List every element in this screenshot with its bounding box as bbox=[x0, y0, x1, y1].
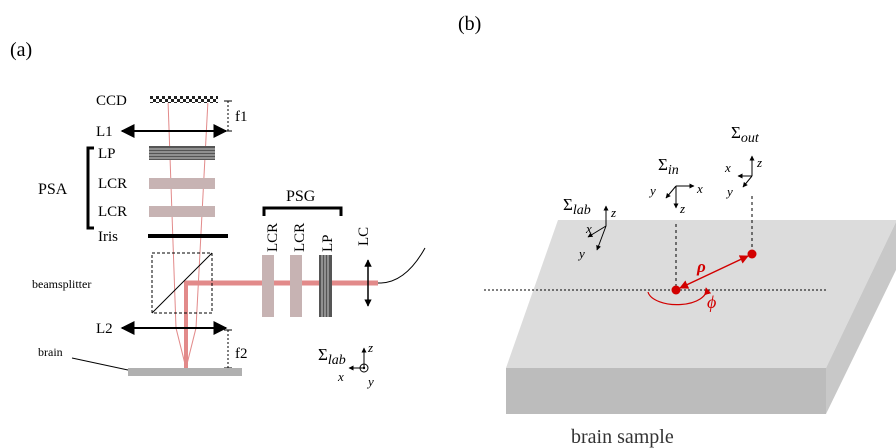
l2-label: L2 bbox=[96, 321, 113, 337]
psg-lp-label: LP bbox=[320, 234, 336, 252]
lp-label: LP bbox=[98, 146, 116, 162]
in-axis-x: x bbox=[696, 181, 703, 196]
sigma-lab-b: Σlab bbox=[563, 195, 591, 218]
out-axis-x: x bbox=[724, 160, 731, 175]
lcr-psg-1 bbox=[262, 255, 274, 317]
psg-label: PSG bbox=[286, 188, 316, 205]
lcr2-label: LCR bbox=[98, 204, 127, 220]
in-axis-z: z bbox=[679, 201, 685, 216]
out-axes bbox=[737, 155, 755, 188]
lcr-psg-2 bbox=[290, 255, 302, 317]
rho-arrow bbox=[679, 255, 749, 289]
in-axis-y: y bbox=[648, 183, 656, 198]
rho-label: ρ bbox=[696, 257, 706, 276]
sigma-lab-a: Σlab bbox=[318, 345, 346, 368]
brain-slab bbox=[128, 368, 242, 376]
lc-label: LC bbox=[356, 227, 372, 246]
linear-polarizer-psa bbox=[149, 146, 215, 160]
sigma-in: Σin bbox=[658, 155, 679, 178]
optical-fiber bbox=[377, 247, 426, 284]
input-point bbox=[671, 285, 681, 295]
panel-b: (b) ρ ϕ Σout z x y Σin bbox=[458, 13, 896, 448]
sample-front-face bbox=[506, 368, 826, 414]
lab-axes-a bbox=[348, 347, 369, 373]
linear-polarizer-psg bbox=[319, 255, 332, 317]
sample-side-face bbox=[826, 222, 896, 414]
f1-label: f1 bbox=[235, 109, 248, 125]
f2-label: f2 bbox=[235, 346, 248, 362]
ccd-sensor bbox=[150, 96, 218, 103]
lab-b-axis-z: z bbox=[610, 205, 616, 220]
beamsplitter-label: beamsplitter bbox=[32, 277, 91, 291]
lab-b-axis-y: y bbox=[577, 246, 585, 261]
beamsplitter-cube bbox=[151, 252, 213, 314]
psg-lcr2-label: LCR bbox=[292, 223, 308, 252]
f1-bracket bbox=[224, 100, 232, 132]
sigma-out: Σout bbox=[731, 123, 760, 146]
iris-label: Iris bbox=[98, 229, 118, 245]
lab-axes-b bbox=[587, 205, 609, 251]
phi-label: ϕ bbox=[707, 292, 716, 312]
panel-b-label: (b) bbox=[458, 13, 481, 35]
lab-b-axis-x: x bbox=[585, 221, 592, 236]
axis-x-a: x bbox=[337, 369, 344, 384]
output-point bbox=[747, 249, 757, 259]
brain-pointer bbox=[71, 357, 129, 371]
panel-a-label: (a) bbox=[10, 39, 32, 61]
panel-a: (a) CCD f1 L1 LP bbox=[10, 39, 426, 389]
lcr1-label: LCR bbox=[98, 176, 127, 192]
out-axis-z: z bbox=[756, 155, 762, 170]
phi-arc bbox=[647, 287, 712, 306]
l1-label: L1 bbox=[96, 124, 113, 140]
lcr-psa-1 bbox=[149, 178, 215, 189]
lcr-psa-2 bbox=[149, 206, 215, 217]
axis-y-a: y bbox=[366, 374, 374, 389]
psg-lcr1-label: LCR bbox=[265, 223, 281, 252]
brain-label: brain bbox=[38, 345, 63, 359]
sample-top-face bbox=[506, 220, 896, 368]
f2-bracket bbox=[224, 329, 232, 369]
sample-caption: brain sample bbox=[571, 426, 674, 448]
ccd-label: CCD bbox=[96, 93, 127, 109]
psg-bracket bbox=[262, 206, 343, 216]
psa-label: PSA bbox=[38, 181, 68, 198]
out-axis-y: y bbox=[725, 184, 733, 199]
in-axes bbox=[665, 183, 695, 209]
psa-bracket bbox=[86, 146, 94, 230]
axis-z-a: z bbox=[367, 340, 373, 355]
